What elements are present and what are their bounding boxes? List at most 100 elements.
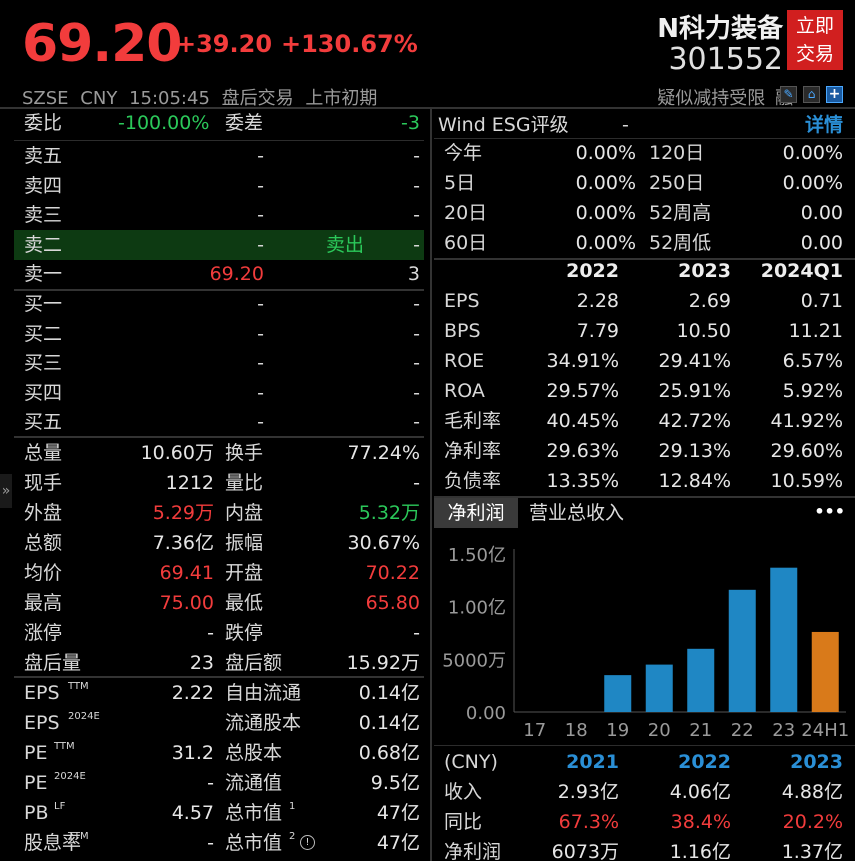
quote-time: 15:05:45 bbox=[129, 88, 210, 109]
add-icon[interactable]: + bbox=[826, 86, 843, 103]
fin-row: 负债率 13.35% 12.84% 10.59% bbox=[434, 466, 855, 496]
ask-row[interactable]: 卖一 69.20 3 bbox=[14, 259, 424, 289]
stat-label: 内盘 bbox=[225, 502, 264, 524]
bid-volume: - bbox=[413, 352, 420, 374]
x-tick-label: 18 bbox=[565, 720, 588, 741]
return-label: 52周低 bbox=[649, 232, 712, 254]
stat-row: 总量 10.60万 换手 77.24% bbox=[14, 438, 424, 468]
return-label: 今年 bbox=[444, 142, 483, 164]
stat-value: 7.36亿 bbox=[152, 532, 214, 554]
y-tick-label: 1.50亿 bbox=[448, 545, 506, 566]
bar-21[interactable] bbox=[687, 648, 715, 712]
fin-value: 2.28 bbox=[576, 290, 619, 312]
return-value: 0.00% bbox=[575, 232, 636, 254]
bid-row[interactable]: 买二 - - bbox=[14, 319, 424, 349]
stat-value: - bbox=[413, 472, 420, 494]
esg-detail-link[interactable]: 详情 bbox=[804, 114, 843, 136]
currency: CNY bbox=[80, 88, 118, 109]
fin-value: 34.91% bbox=[546, 350, 619, 372]
annual-label: 净利润 bbox=[444, 841, 502, 861]
edit-icon[interactable]: ✎ bbox=[780, 86, 797, 103]
ask-label: 卖一 bbox=[24, 263, 63, 285]
bid-volume: - bbox=[413, 293, 420, 315]
bid-row[interactable]: 买一 - - bbox=[14, 289, 424, 319]
stat-label: 总额 bbox=[24, 532, 63, 554]
annual-label: 同比 bbox=[444, 811, 483, 833]
bar-20[interactable] bbox=[645, 664, 673, 712]
x-tick-label: 24H1 bbox=[801, 720, 849, 741]
valuation-label-suffix: 2 bbox=[289, 831, 296, 842]
fin-value: 29.57% bbox=[546, 380, 619, 402]
fin-value: 42.72% bbox=[658, 410, 731, 432]
bar-24H1[interactable] bbox=[811, 631, 839, 712]
return-label: 52周高 bbox=[649, 202, 712, 224]
fin-value: 25.91% bbox=[658, 380, 731, 402]
stat-row: 外盘 5.29万 内盘 5.32万 bbox=[14, 498, 424, 528]
stat-value: - bbox=[207, 622, 214, 644]
fin-value: 40.45% bbox=[546, 410, 619, 432]
bid-row[interactable]: 买五 - - bbox=[14, 407, 424, 437]
ask-row[interactable]: 卖三 - - bbox=[14, 200, 424, 230]
info-icon[interactable]: ! bbox=[300, 835, 315, 850]
annual-value: 20.2% bbox=[782, 811, 843, 833]
fin-value: 29.41% bbox=[658, 350, 731, 372]
stat-row: 现手 1212 量比 - bbox=[14, 468, 424, 498]
left-panel: 委比 -100.00% 委差 -3 卖五 - - 卖四 - - 卖三 - - 卖二 - 卖出 - 卖一 69… bbox=[14, 108, 424, 861]
ask-volume: - bbox=[413, 233, 420, 256]
valuation-row: PE TTM 31.2 总股本 0.68亿 bbox=[14, 738, 424, 768]
return-label: 60日 bbox=[444, 232, 488, 254]
stat-value: 70.22 bbox=[365, 562, 420, 584]
fin-row: ROA 29.57% 25.91% 5.92% bbox=[434, 376, 855, 406]
bar-22[interactable] bbox=[728, 589, 756, 712]
valuation-label: EPS bbox=[24, 682, 60, 704]
stat-row: 均价 69.41 开盘 70.22 bbox=[14, 558, 424, 588]
bid-price: - bbox=[257, 352, 264, 374]
x-tick-label: 22 bbox=[731, 720, 754, 741]
bid-row[interactable]: 买三 - - bbox=[14, 348, 424, 378]
bid-volume: - bbox=[413, 322, 420, 345]
reduction-tag[interactable]: 疑似减持受限 bbox=[657, 88, 766, 109]
trade-button-line2: 交易 bbox=[795, 43, 834, 65]
bid-price: - bbox=[257, 322, 264, 345]
trade-now-button[interactable]: 立即 交易 bbox=[787, 10, 843, 70]
home-icon[interactable]: ⌂ bbox=[803, 86, 820, 103]
valuation-label: 总市值 bbox=[225, 802, 283, 824]
x-tick-label: 17 bbox=[523, 720, 546, 741]
session-status: 盘后交易 bbox=[221, 88, 294, 109]
stat-value: 10.60万 bbox=[140, 442, 214, 464]
valuation-value: 4.57 bbox=[171, 802, 214, 824]
ask-row[interactable]: 卖二 - 卖出 - bbox=[14, 229, 424, 260]
expand-sidebar-arrow[interactable]: » bbox=[0, 474, 12, 508]
stat-row: 总额 7.36亿 振幅 30.67% bbox=[14, 528, 424, 558]
bid-label: 买四 bbox=[24, 381, 63, 404]
stat-value: 77.24% bbox=[347, 442, 420, 464]
fin-year: 2022 bbox=[566, 260, 619, 282]
fin-value: 5.92% bbox=[782, 380, 843, 402]
ask-row[interactable]: 卖五 - - bbox=[14, 141, 424, 171]
x-tick-label: 21 bbox=[689, 720, 712, 741]
valuation-value: 0.14亿 bbox=[358, 682, 420, 704]
bar-19[interactable] bbox=[604, 675, 632, 712]
annual-row: 净利润 6073万 1.16亿 1.37亿 bbox=[434, 837, 855, 861]
stat-row: 盘后量 23 盘后额 15.92万 bbox=[14, 648, 424, 678]
trade-button-line1: 立即 bbox=[795, 15, 834, 37]
tab-revenue[interactable]: 营业总收入 bbox=[529, 502, 625, 524]
currency-label: (CNY) bbox=[444, 751, 498, 773]
bid-row[interactable]: 买四 - - bbox=[14, 378, 424, 408]
ask-label: 卖三 bbox=[24, 204, 63, 226]
more-icon[interactable]: ••• bbox=[814, 502, 845, 521]
bar-23[interactable] bbox=[770, 567, 798, 712]
annual-year: 2022 bbox=[678, 751, 731, 773]
ask-row[interactable]: 卖四 - - bbox=[14, 171, 424, 201]
bid-label: 买二 bbox=[24, 322, 63, 345]
tab-net-profit[interactable]: 净利润 bbox=[434, 498, 518, 528]
bid-label: 买一 bbox=[24, 293, 63, 315]
fin-label: ROA bbox=[444, 380, 485, 402]
ask-price: 69.20 bbox=[209, 263, 264, 285]
fin-header: 2022 2023 2024Q1 bbox=[434, 256, 855, 286]
annual-value: 1.37亿 bbox=[781, 841, 843, 861]
y-tick-label: 0.00 bbox=[466, 703, 506, 724]
price-change-pct: +130.67% bbox=[281, 30, 418, 58]
valuation-label-suffix: TTM bbox=[54, 741, 75, 752]
stat-label: 跌停 bbox=[225, 622, 264, 644]
